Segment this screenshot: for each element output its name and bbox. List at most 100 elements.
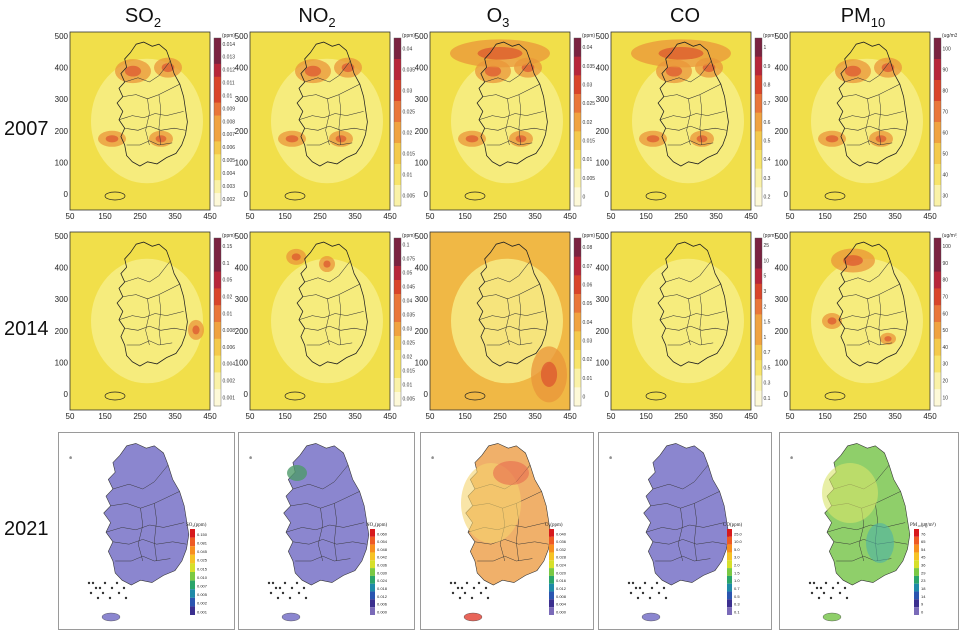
colorbar-tick: 0.3 [764, 176, 771, 182]
colorbar-tick: 0.002 [223, 197, 236, 203]
colorbar-tick: 50 [943, 152, 949, 158]
colorbar-tick: 0.01 [583, 157, 593, 163]
x-tick-label: 450 [383, 412, 397, 421]
x-tick-label: 250 [853, 212, 867, 221]
legend-tick: 0.008 [556, 594, 567, 599]
colorbar-tick: 0.005 [403, 396, 416, 402]
x-tick-label: 250 [493, 212, 507, 221]
legend-tick: 18 [921, 586, 926, 591]
legend-tick: 0.060 [377, 531, 388, 536]
x-tick-label: 450 [563, 212, 577, 221]
colorbar-tick: 100 [943, 244, 952, 250]
colorbar-tick: 0.02 [403, 354, 413, 360]
x-tick-label: 150 [278, 212, 292, 221]
colorbar-tick: 0.3 [764, 381, 771, 387]
colorbar-unit: (ppm) [222, 33, 235, 39]
y-tick-label: 500 [775, 32, 789, 41]
colorbar-tick: 2 [764, 304, 767, 310]
x-tick-label: 350 [528, 412, 542, 421]
legend-tick: 0.025 [197, 558, 208, 563]
legend-tick: 5.0 [734, 547, 740, 552]
y-tick-label: 400 [55, 64, 69, 73]
y-tick-label: 300 [415, 95, 429, 104]
legend-tick: 0.000 [556, 609, 567, 614]
colorbar-tick: 0.004 [223, 362, 236, 368]
map-plot: SO₂(ppm) 0.150 0.081 0.045 0.025 0.015 0.010 0.… [69, 443, 208, 622]
colorbar-tick: 100 [943, 47, 952, 53]
colorbar-tick: 0.035 [583, 64, 596, 70]
colorbar-tick: 0.9 [764, 64, 771, 70]
x-tick-label: 450 [563, 412, 577, 421]
colorbar-tick: 90 [943, 68, 949, 74]
colorbar-tick: 0.015 [403, 368, 416, 374]
map-panel-2007-pm10: 500 400 300 200 100 0 50 150 250 350 450 (ug/m3) 100… [772, 26, 957, 226]
x-tick-label: 50 [426, 212, 435, 221]
map-plot: 500 400 300 200 100 0 50 150 250 350 450 (ppm) 0.04 0… [235, 31, 416, 221]
colorbar-tick: 30 [943, 194, 949, 200]
x-tick-label: 50 [786, 212, 795, 221]
legend-tick: 45 [921, 555, 926, 560]
y-tick-label: 400 [55, 264, 69, 273]
map-plot: PM₁₀(㎍/m³) 76 65 54 45 36 29 23 18 14 9 0 ⊕ [790, 443, 936, 622]
legend-title: NO₂(ppm) [366, 523, 388, 528]
y-tick-label: 300 [596, 295, 610, 304]
colorbar-tick: 0.035 [403, 68, 416, 74]
legend-title: PM₁₀(㎍/m³) [910, 522, 936, 529]
colorbar-tick: 0.009 [223, 106, 236, 112]
colorbar-tick: 0.1 [223, 261, 230, 267]
legend-tick: 0.1 [734, 609, 740, 614]
x-tick-label: 250 [133, 412, 147, 421]
colorbar-tick: 0.01 [403, 382, 413, 388]
colorbar-tick: 0.1 [403, 242, 410, 248]
legend-tick: 0.007 [197, 583, 208, 588]
legend-tick: 65 [921, 539, 926, 544]
map-panel-2014-pm10: 500 400 300 200 100 0 50 150 250 350 450 (ug/m³) 100… [772, 226, 957, 426]
legend-tick: 0.020 [556, 570, 567, 575]
y-tick-label: 0 [64, 390, 69, 399]
legend-tick: 0.002 [197, 601, 208, 606]
y-tick-label: 200 [596, 327, 610, 336]
x-tick-label: 350 [888, 212, 902, 221]
y-tick-label: 100 [596, 158, 610, 167]
x-tick-label: 50 [66, 212, 75, 221]
x-tick-label: 50 [426, 412, 435, 421]
colorbar-tick: 0.05 [403, 270, 413, 276]
legend-tick: 23 [921, 578, 926, 583]
colorbar-tick: 0.03 [583, 339, 593, 345]
colorbar-tick: 0 [583, 395, 586, 401]
colorbar-tick: 0.5 [764, 139, 771, 145]
colorbar-tick: 0.04 [403, 47, 413, 53]
y-tick-label: 400 [596, 64, 610, 73]
legend-tick: 0.150 [197, 532, 208, 537]
colorbar-tick: 0.8 [764, 83, 771, 89]
y-tick-label: 500 [775, 232, 789, 241]
y-tick-label: 300 [235, 95, 249, 104]
y-tick-label: 500 [415, 32, 429, 41]
legend-tick: 0.054 [377, 539, 388, 544]
x-tick-label: 450 [203, 212, 217, 221]
colorbar-tick: 10 [764, 258, 770, 264]
colorbar-tick: 0.03 [403, 326, 413, 332]
colorbar-tick: 0.15 [223, 244, 233, 250]
colorbar-tick: 0.075 [403, 256, 416, 262]
x-tick-label: 350 [168, 412, 182, 421]
x-tick-label: 50 [246, 212, 255, 221]
y-tick-label: 100 [55, 158, 69, 167]
y-tick-label: 300 [415, 295, 429, 304]
colorbar-tick: 0.015 [403, 152, 416, 158]
map-plot: 500 400 300 200 100 0 50 150 250 350 450 (ppm) 0.1 0.… [235, 231, 416, 421]
colorbar-tick: 30 [943, 362, 949, 368]
x-tick-label: 150 [818, 212, 832, 221]
colorbar-tick: 0.005 [403, 194, 416, 200]
y-tick-label: 300 [775, 95, 789, 104]
colorbar-tick: 0.03 [403, 89, 413, 95]
legend-tick: 0.012 [556, 586, 567, 591]
legend-tick: 0 [921, 609, 924, 614]
x-tick-label: 150 [98, 412, 112, 421]
x-tick-label: 250 [313, 412, 327, 421]
x-tick-label: 450 [744, 212, 758, 221]
colorbar-unit: (ppm) [402, 33, 415, 39]
y-tick-label: 400 [775, 64, 789, 73]
colorbar-tick: 40 [943, 345, 949, 351]
y-tick-label: 100 [55, 358, 69, 367]
